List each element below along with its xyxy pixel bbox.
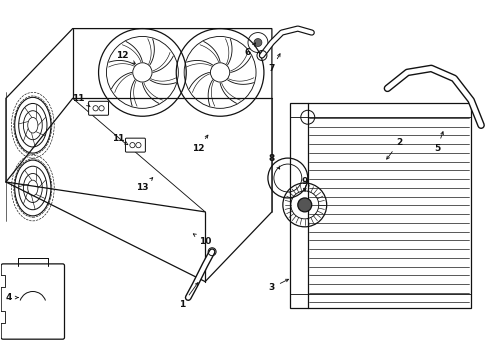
Text: 7: 7 <box>269 54 280 73</box>
Circle shape <box>254 39 262 46</box>
Text: 12: 12 <box>192 135 208 153</box>
Text: 3: 3 <box>269 279 289 292</box>
Text: 4: 4 <box>6 293 18 302</box>
Text: 1: 1 <box>179 283 198 309</box>
Text: 11: 11 <box>112 134 128 145</box>
Bar <box>290 103 471 307</box>
Circle shape <box>298 198 312 212</box>
FancyBboxPatch shape <box>125 138 146 152</box>
FancyBboxPatch shape <box>1 264 65 339</box>
Bar <box>0 275 5 287</box>
Text: 5: 5 <box>434 132 443 153</box>
Text: 12: 12 <box>116 51 135 63</box>
Text: 10: 10 <box>193 234 211 246</box>
Text: 8: 8 <box>269 154 280 169</box>
Bar <box>0 311 5 323</box>
FancyBboxPatch shape <box>89 101 108 115</box>
Text: 9: 9 <box>301 177 308 191</box>
Text: 11: 11 <box>73 94 90 107</box>
Text: 13: 13 <box>136 177 153 193</box>
Text: 6: 6 <box>245 43 256 57</box>
Text: 2: 2 <box>387 138 402 159</box>
